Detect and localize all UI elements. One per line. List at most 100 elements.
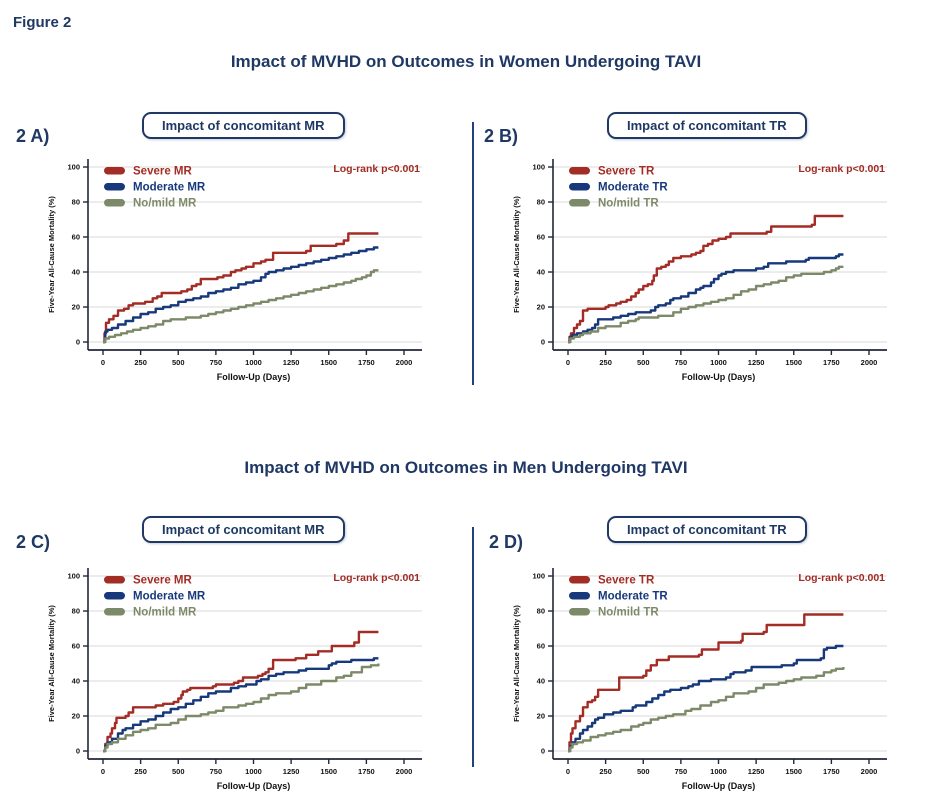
legend: Severe TR Moderate TR No/mild TR bbox=[569, 575, 668, 619]
svg-text:Severe MR: Severe MR bbox=[133, 575, 193, 587]
svg-text:0: 0 bbox=[76, 747, 80, 756]
x-axis-label: Follow-Up (Days) bbox=[682, 372, 756, 382]
svg-text:500: 500 bbox=[637, 767, 650, 776]
svg-text:0: 0 bbox=[566, 358, 570, 367]
svg-text:40: 40 bbox=[72, 268, 80, 277]
svg-text:40: 40 bbox=[72, 677, 80, 686]
figure-label: Figure 2 bbox=[13, 14, 72, 31]
svg-text:60: 60 bbox=[537, 233, 545, 242]
svg-text:500: 500 bbox=[637, 358, 650, 367]
legend: Severe MR Moderate MR No/mild MR bbox=[104, 166, 206, 210]
log-rank-annotation: Log-rank p<0.001 bbox=[333, 572, 420, 584]
gridlines bbox=[88, 575, 422, 752]
svg-text:0: 0 bbox=[541, 747, 545, 756]
svg-text:No/mild TR: No/mild TR bbox=[598, 607, 659, 619]
svg-text:60: 60 bbox=[72, 642, 80, 651]
svg-text:1250: 1250 bbox=[283, 767, 300, 776]
series-moderate-mr bbox=[103, 246, 379, 344]
header-box-2c-text: Impact of concomitant MR bbox=[162, 522, 325, 537]
svg-text:80: 80 bbox=[72, 198, 80, 207]
svg-text:Moderate MR: Moderate MR bbox=[133, 182, 206, 194]
svg-text:1250: 1250 bbox=[748, 767, 765, 776]
svg-text:2000: 2000 bbox=[861, 767, 878, 776]
svg-text:1250: 1250 bbox=[748, 358, 765, 367]
svg-text:100: 100 bbox=[532, 572, 545, 581]
header-box-2c: Impact of concomitant MR bbox=[142, 516, 345, 543]
log-rank-annotation: Log-rank p<0.001 bbox=[333, 163, 420, 175]
svg-text:No/mild TR: No/mild TR bbox=[598, 198, 659, 210]
svg-text:60: 60 bbox=[537, 642, 545, 651]
km-chart-2c: 0 20 40 60 80 100 0 250 500 750 1000 1250 1500 1750 20… bbox=[44, 558, 440, 793]
svg-text:40: 40 bbox=[537, 677, 545, 686]
log-rank-annotation: Log-rank p<0.001 bbox=[798, 572, 885, 584]
header-box-2a: Impact of concomitant MR bbox=[142, 112, 345, 139]
svg-text:750: 750 bbox=[210, 767, 223, 776]
svg-text:80: 80 bbox=[537, 607, 545, 616]
header-box-2a-text: Impact of concomitant MR bbox=[162, 118, 325, 133]
svg-text:750: 750 bbox=[675, 358, 688, 367]
svg-text:Moderate MR: Moderate MR bbox=[133, 591, 206, 603]
svg-text:No/mild MR: No/mild MR bbox=[133, 198, 197, 210]
svg-text:1000: 1000 bbox=[710, 358, 727, 367]
svg-text:40: 40 bbox=[537, 268, 545, 277]
svg-text:1000: 1000 bbox=[245, 767, 262, 776]
svg-text:Severe TR: Severe TR bbox=[598, 575, 655, 587]
svg-text:0: 0 bbox=[101, 358, 105, 367]
panel-label-2c: 2 C) bbox=[16, 532, 51, 552]
svg-text:0: 0 bbox=[101, 767, 105, 776]
panel-label-2b: 2 B) bbox=[484, 126, 519, 146]
header-box-2d-text: Impact of concomitant TR bbox=[627, 522, 787, 537]
svg-text:2000: 2000 bbox=[861, 358, 878, 367]
series-severe-tr bbox=[568, 214, 844, 344]
svg-text:1250: 1250 bbox=[283, 358, 300, 367]
svg-text:0: 0 bbox=[566, 767, 570, 776]
legend: Severe MR Moderate MR No/mild MR bbox=[104, 575, 206, 619]
svg-text:250: 250 bbox=[134, 767, 147, 776]
svg-text:1000: 1000 bbox=[710, 767, 727, 776]
svg-text:Moderate TR: Moderate TR bbox=[598, 591, 668, 603]
series-no-mild-tr bbox=[568, 265, 844, 344]
series-no-mild-mr bbox=[103, 663, 380, 753]
svg-text:1500: 1500 bbox=[320, 767, 337, 776]
svg-text:0: 0 bbox=[76, 338, 80, 347]
svg-text:20: 20 bbox=[72, 712, 80, 721]
series-moderate-tr bbox=[568, 253, 844, 344]
svg-text:1500: 1500 bbox=[785, 767, 802, 776]
svg-text:250: 250 bbox=[599, 767, 612, 776]
svg-text:250: 250 bbox=[599, 358, 612, 367]
svg-text:2000: 2000 bbox=[396, 767, 413, 776]
x-axis-label: Follow-Up (Days) bbox=[682, 781, 756, 791]
legend: Severe TR Moderate TR No/mild TR bbox=[569, 166, 668, 210]
svg-text:1750: 1750 bbox=[358, 358, 375, 367]
svg-text:1750: 1750 bbox=[358, 767, 375, 776]
section-title-men: Impact of MVHD on Outcomes in Men Underg… bbox=[244, 458, 688, 477]
series-severe-mr bbox=[103, 630, 379, 753]
y-axis-label: Five-Year All-Cause Mortality (%) bbox=[512, 196, 521, 313]
svg-text:100: 100 bbox=[532, 163, 545, 172]
series-no-mild-tr bbox=[568, 667, 845, 753]
divider-men bbox=[472, 527, 474, 767]
km-chart-2d: 0 20 40 60 80 100 0 250 500 750 1000 1250 1500 1750 20… bbox=[509, 558, 905, 793]
svg-text:100: 100 bbox=[67, 572, 80, 581]
svg-text:750: 750 bbox=[675, 767, 688, 776]
svg-text:80: 80 bbox=[72, 607, 80, 616]
svg-text:60: 60 bbox=[72, 233, 80, 242]
x-axis-label: Follow-Up (Days) bbox=[217, 372, 291, 382]
series-no-mild-mr bbox=[103, 269, 379, 344]
y-axis-label: Five-Year All-Cause Mortality (%) bbox=[512, 605, 521, 722]
svg-text:Moderate TR: Moderate TR bbox=[598, 182, 668, 194]
header-box-2d: Impact of concomitant TR bbox=[607, 516, 807, 543]
panel-label-2d: 2 D) bbox=[489, 532, 524, 552]
svg-text:1000: 1000 bbox=[245, 358, 262, 367]
x-axis-label: Follow-Up (Days) bbox=[217, 781, 291, 791]
header-box-2b: Impact of concomitant TR bbox=[607, 112, 807, 139]
y-axis-label: Five-Year All-Cause Mortality (%) bbox=[47, 196, 56, 313]
km-chart-2b: 0 20 40 60 80 100 0 250 500 750 1000 1250 1500 1750 20… bbox=[509, 149, 905, 384]
km-chart-2a: 0 20 40 60 80 100 0 250 500 750 1000 1250 1500 1750 20… bbox=[44, 149, 440, 384]
svg-text:100: 100 bbox=[67, 163, 80, 172]
gridlines bbox=[88, 166, 422, 343]
